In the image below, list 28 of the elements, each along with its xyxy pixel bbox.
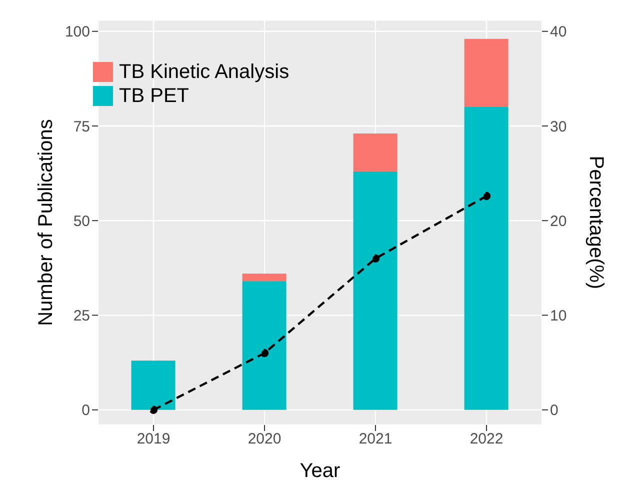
legend-label: TB Kinetic Analysis — [119, 60, 290, 84]
y-tick-label: 0 — [82, 402, 90, 420]
y2-tick-label: 10 — [550, 308, 567, 325]
y-tick-label: 75 — [73, 118, 90, 136]
y2-tick-label: 20 — [550, 212, 567, 230]
point — [149, 406, 158, 414]
y-tick-label: 50 — [73, 212, 90, 230]
x-tick-label: 2019 — [136, 430, 170, 448]
bar — [464, 107, 508, 410]
y2-tick-label: 40 — [550, 24, 567, 41]
point — [371, 254, 380, 263]
y-tick-label: 25 — [73, 308, 90, 325]
x-axis-title: Year — [300, 460, 341, 482]
bar — [464, 38, 508, 108]
bar — [353, 134, 398, 172]
bar — [353, 171, 398, 410]
bar — [242, 281, 286, 410]
x-tick-label: 2022 — [470, 430, 504, 448]
bar — [131, 360, 176, 410]
y2-axis-title: Percentage(%) — [584, 156, 607, 290]
bar — [242, 274, 286, 282]
y-tick-label: 100 — [64, 24, 90, 41]
x-tick-label: 2020 — [248, 430, 282, 448]
y-axis-title: Number of Publications — [35, 119, 58, 326]
y2-tick-label: 30 — [550, 118, 567, 136]
x-tick-label: 2021 — [358, 430, 392, 448]
legend-label: TB PET — [119, 84, 190, 108]
y2-tick-label: 0 — [550, 402, 558, 420]
